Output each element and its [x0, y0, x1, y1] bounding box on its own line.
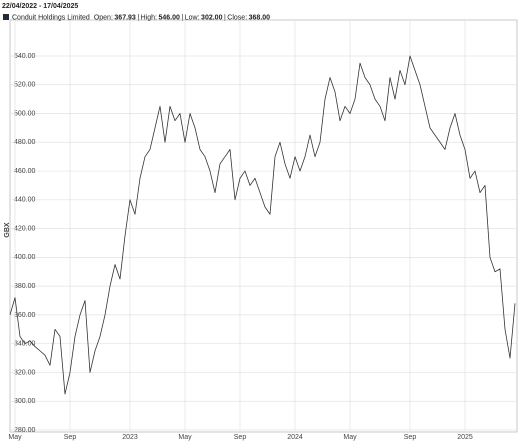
y-tick-label: 420.00	[14, 225, 36, 232]
y-tick-label: 480.00	[14, 139, 36, 146]
x-tick-label: Sep	[64, 434, 77, 441]
y-tick-label: 440.00	[14, 197, 36, 204]
stat-separator: |	[224, 14, 226, 21]
stat-label: High:	[141, 14, 157, 21]
stats: Open: 367.93 | High: 546.00 | Low: 302.00 | Close…	[94, 14, 270, 21]
stat-value: 368.00	[249, 14, 271, 21]
y-tick-label: 360.00	[14, 312, 36, 319]
y-tick-label: 300.00	[14, 398, 36, 405]
stat-separator: |	[137, 14, 139, 21]
stat-value: 367.93	[114, 14, 136, 21]
plot-area	[9, 19, 518, 433]
stat-label: Open:	[94, 14, 113, 21]
x-tick-label: 2023	[122, 434, 138, 441]
stat-separator: |	[181, 14, 183, 21]
x-tick-label: Sep	[404, 434, 417, 441]
stat-value: 546.00	[159, 14, 181, 21]
y-tick-label: 320.00	[14, 369, 36, 376]
x-tick-label: May	[8, 434, 22, 441]
y-tick-label: 280.00	[14, 427, 36, 434]
stat-label: Low:	[185, 14, 200, 21]
y-tick-label: 460.00	[14, 168, 36, 175]
x-tick-label: 2025	[457, 434, 473, 441]
stat-label: Close:	[227, 14, 247, 21]
x-tick-label: 2024	[287, 434, 303, 441]
y-axis-label: GBX	[4, 222, 11, 238]
price-line	[9, 55, 516, 395]
stat-value: 302.00	[201, 14, 223, 21]
x-tick-label: May	[343, 434, 357, 441]
date-range: 22/04/2022 - 17/04/2025	[2, 3, 78, 10]
legend-swatch	[3, 14, 9, 20]
y-tick-label: 380.00	[14, 283, 36, 290]
y-tick-label: 540.00	[14, 53, 36, 60]
y-tick-label: 400.00	[14, 254, 36, 261]
legend-label: Conduit Holdings Limited	[12, 14, 90, 21]
x-tick-label: Sep	[234, 434, 247, 441]
y-tick-label: 500.00	[14, 110, 36, 117]
x-tick-label: May	[178, 434, 192, 441]
y-tick-label: 520.00	[14, 82, 36, 89]
y-tick-label: 340.00	[14, 341, 36, 348]
